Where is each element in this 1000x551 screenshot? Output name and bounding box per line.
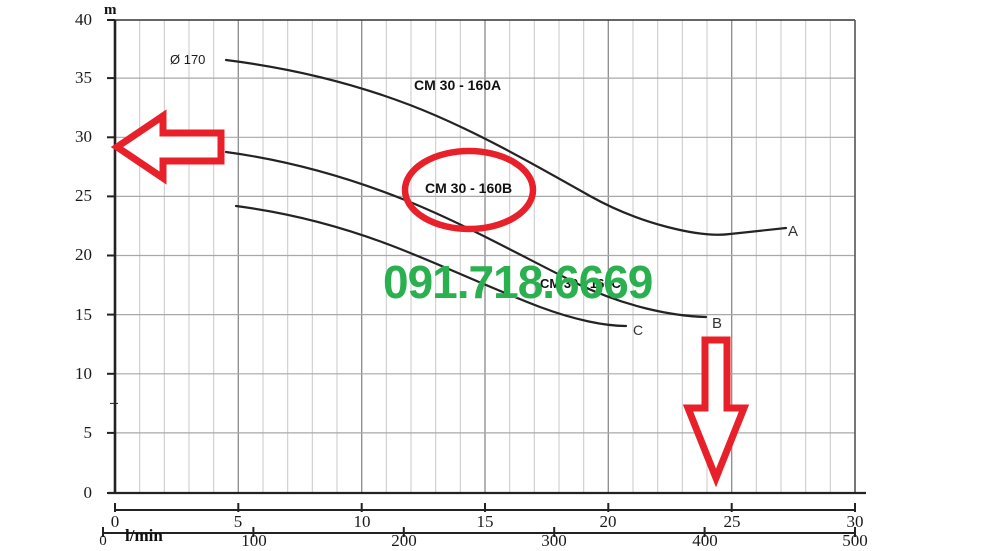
y-tick-15: 15 — [75, 305, 92, 324]
x-secondary-tick-300: 300 — [541, 531, 567, 550]
down-pointer-arrow — [682, 336, 750, 488]
curve-label-cm30-160b: CM 30 - 160B — [425, 180, 513, 196]
y-tick-20: 20 — [75, 245, 92, 264]
x-secondary-tick-200: 200 — [391, 531, 417, 550]
phone-watermark: 091.718.6669 — [383, 256, 653, 308]
x-axis-secondary-ticks — [102, 527, 856, 537]
y-tick-0: 0 — [83, 483, 93, 502]
y-tick-35: 35 — [75, 68, 92, 87]
x-secondary-tick-500: 500 — [842, 531, 868, 550]
x-secondary-tick-0: 0 — [99, 533, 107, 549]
curve-endpoint-label-c: C — [633, 322, 644, 338]
curve-endpoint-label-b: B — [712, 315, 723, 332]
x-primary-tick-15: 15 — [476, 512, 494, 531]
y-tick-25: 25 — [75, 186, 92, 205]
x-primary-tick-25: 25 — [723, 512, 741, 531]
impeller-label-170: Ø 170 — [170, 52, 206, 67]
curve-cm30-160b — [224, 150, 708, 319]
curve-endpoint-label-a: A — [788, 223, 799, 240]
x-primary-tick-30: 30 — [846, 512, 864, 531]
y-axis-unit-label: m — [104, 2, 117, 18]
curve-label-cm30-160c: CM 30 - 160C — [540, 276, 621, 291]
x-primary-tick-20: 20 — [599, 512, 617, 531]
y-tick-5: 5 — [83, 423, 93, 442]
x-primary-tick-5: 5 — [233, 512, 243, 531]
grid-vertical-major — [237, 20, 733, 493]
x-axis-secondary-unit-label: l/min — [125, 526, 163, 545]
x-primary-tick-10: 10 — [353, 512, 371, 531]
x-secondary-tick-100: 100 — [241, 531, 267, 550]
y-tick-10: 10 — [75, 364, 92, 383]
left-pointer-arrow — [110, 109, 225, 185]
curve-cm30-160c — [234, 204, 628, 328]
y-axis-ticks — [107, 19, 118, 494]
curve-label-cm30-160a: CM 30 - 160A — [414, 77, 502, 93]
x-primary-tick-0: 0 — [110, 512, 120, 531]
y-tick-40: 40 — [75, 10, 92, 29]
curve-cm30-160a — [224, 58, 788, 236]
highlight-ellipse — [401, 147, 537, 233]
x-secondary-tick-400: 400 — [692, 531, 718, 550]
y-tick-30: 30 — [75, 127, 92, 146]
x-axis-primary-ticks — [114, 503, 856, 512]
